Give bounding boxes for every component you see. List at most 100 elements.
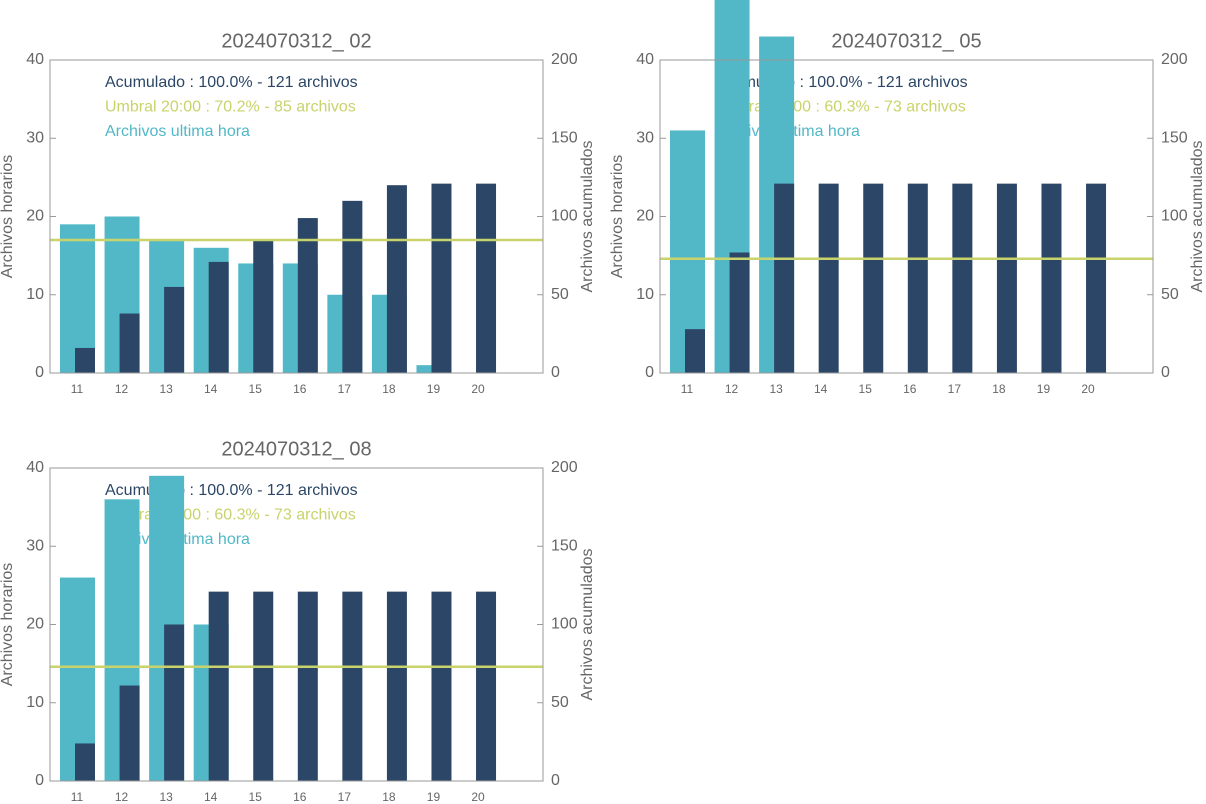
x-tick-label: 20 (1081, 382, 1095, 396)
x-tick-label: 17 (338, 382, 352, 396)
bar (476, 183, 497, 373)
x-tick-label: 17 (948, 382, 962, 396)
x-tick-label: 12 (115, 382, 129, 396)
bar (476, 591, 497, 781)
bar (342, 200, 363, 373)
y-tick-label: 30 (636, 129, 654, 146)
x-tick-label: 15 (249, 790, 263, 804)
x-tick-label: 17 (338, 790, 352, 804)
bar (297, 218, 318, 373)
x-tick-label: 12 (725, 382, 739, 396)
x-tick-label: 20 (471, 382, 485, 396)
bar (863, 183, 884, 373)
y2-tick-label: 200 (551, 459, 578, 476)
y2-tick-label: 100 (551, 616, 578, 633)
x-tick-label: 19 (427, 790, 441, 804)
y-tick-label: 20 (26, 616, 44, 633)
bar (1086, 183, 1107, 373)
y2-axis-label: Archivos acumulados (1189, 140, 1206, 292)
x-tick-label: 11 (71, 790, 84, 804)
y-tick-label: 30 (26, 129, 44, 146)
x-tick-label: 16 (293, 382, 307, 396)
y-tick-label: 10 (26, 286, 44, 303)
y2-tick-label: 0 (551, 364, 560, 381)
bar (818, 183, 839, 373)
y2-tick-label: 0 (551, 772, 560, 789)
bar (297, 591, 318, 781)
chart: 2024070312_ 05 Acumulado : 100.0% - 121 a… (609, 0, 1206, 396)
legend-entry: Umbral 20:00 : 60.3% - 73 archivos (715, 99, 966, 116)
chart-title: 2024070312_ 08 (221, 438, 371, 460)
bar (119, 685, 140, 781)
y-tick-label: 20 (26, 208, 44, 225)
bar (952, 183, 973, 373)
x-tick-label: 14 (204, 382, 218, 396)
chart-title: 2024070312_ 02 (221, 30, 371, 52)
x-tick-label: 11 (71, 382, 84, 396)
x-tick-label: 14 (204, 790, 218, 804)
y-tick-label: 40 (636, 51, 654, 68)
y2-tick-label: 100 (1161, 208, 1188, 225)
x-tick-label: 15 (859, 382, 873, 396)
bar (208, 591, 229, 781)
bar (431, 591, 452, 781)
y2-tick-label: 50 (1161, 286, 1179, 303)
x-tick-label: 15 (249, 382, 263, 396)
y-axis-label: Archivos horarios (0, 563, 16, 687)
bar (75, 347, 95, 373)
y-axis-label: Archivos horarios (0, 155, 16, 279)
legend-entry: Acumulado : 100.0% - 121 archivos (715, 74, 968, 91)
y2-tick-label: 150 (551, 537, 578, 554)
x-tick-label: 11 (681, 382, 694, 396)
chart-title: 2024070312_ 05 (831, 30, 981, 52)
y-tick-label: 0 (645, 364, 654, 381)
x-tick-label: 16 (903, 382, 917, 396)
x-tick-label: 13 (159, 790, 173, 804)
x-tick-label: 19 (427, 382, 441, 396)
y2-axis-label: Archivos acumulados (579, 140, 596, 292)
y2-tick-label: 50 (551, 694, 569, 711)
bar (119, 313, 140, 373)
y-tick-label: 40 (26, 459, 44, 476)
y-tick-label: 30 (26, 537, 44, 554)
x-tick-label: 18 (382, 382, 396, 396)
x-tick-label: 12 (115, 790, 129, 804)
bar (342, 591, 363, 781)
y2-axis-label: Archivos acumulados (579, 548, 596, 700)
y-axis-label: Archivos horarios (609, 155, 626, 279)
legend-entry: Umbral 20:00 : 60.3% - 73 archivos (105, 507, 356, 524)
x-tick-label: 13 (769, 382, 783, 396)
bar (1041, 183, 1062, 373)
legend-entry: Umbral 20:00 : 70.2% - 85 archivos (105, 99, 356, 116)
y-tick-label: 10 (636, 286, 654, 303)
bar (164, 286, 185, 373)
y-tick-label: 40 (26, 51, 44, 68)
x-tick-label: 13 (159, 382, 173, 396)
chart: 2024070312_ 08 Acumulado : 100.0% - 121 a… (0, 438, 596, 804)
x-tick-label: 16 (293, 790, 307, 804)
y-tick-label: 10 (26, 694, 44, 711)
y-tick-label: 20 (636, 208, 654, 225)
y-tick-label: 0 (35, 772, 44, 789)
bar (75, 743, 95, 781)
legend-entry: Acumulado : 100.0% - 121 archivos (105, 482, 358, 499)
bar (253, 239, 274, 373)
bar (253, 591, 274, 781)
x-tick-label: 18 (992, 382, 1006, 396)
bar (208, 261, 229, 373)
y2-tick-label: 100 (551, 208, 578, 225)
bar (729, 252, 750, 373)
bar (907, 183, 928, 373)
x-tick-label: 19 (1037, 382, 1051, 396)
x-tick-label: 20 (471, 790, 485, 804)
chart: 2024070312_ 02 Acumulado : 100.0% - 121 a… (0, 30, 596, 396)
x-tick-label: 18 (382, 790, 396, 804)
bar (431, 183, 452, 373)
bar (164, 624, 185, 781)
legend-entry: Archivos ultima hora (105, 123, 250, 140)
bar (386, 591, 407, 781)
y-tick-label: 0 (35, 364, 44, 381)
bar (774, 183, 795, 373)
